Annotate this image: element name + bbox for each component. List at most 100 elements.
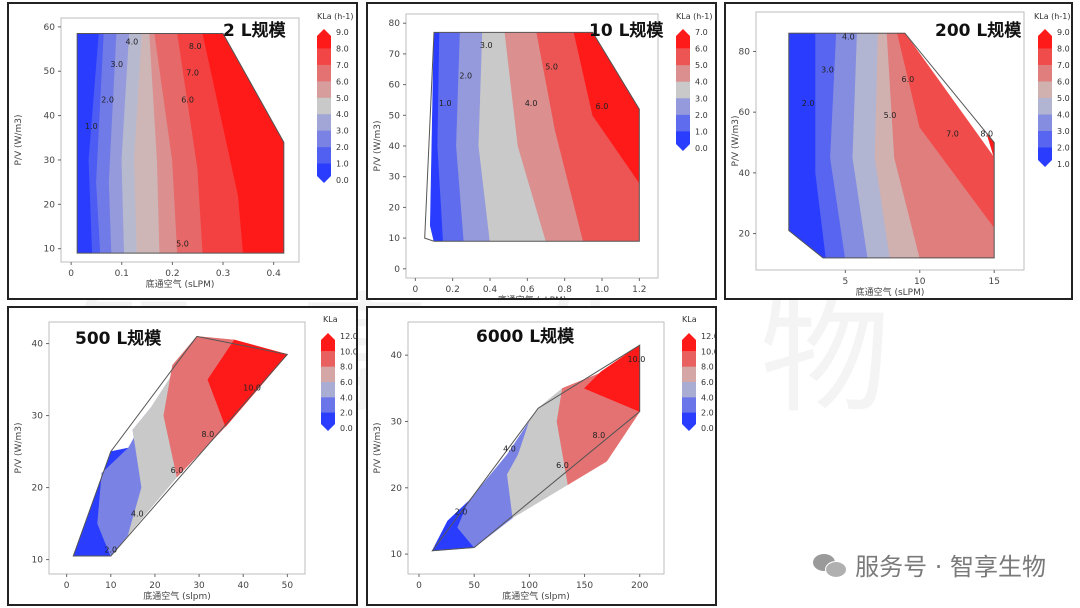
x-axis-label-2l: 底通空气 (sLPM)	[146, 278, 215, 290]
chart-panel-2l: 1.0 2.0 3.0 4.0 5.0 6.0 7.0 8.0 0 0.1 0.2 0.3 0.4 10 2…	[7, 2, 358, 300]
contour-label-2l-0: 1.0	[85, 122, 98, 131]
legend-swatch-2l-3	[317, 81, 331, 99]
legend-swatch-2l-5	[317, 114, 331, 132]
legend-swatch-2l-0	[317, 29, 331, 49]
legend-label-500l-4: 4.0	[340, 393, 353, 402]
y-tick-label-2l-1: 20	[44, 200, 56, 210]
chart-title-2l: 2 L规模	[223, 21, 286, 41]
legend-swatch-6000l-5	[682, 412, 696, 431]
y-tick-label-6000l-2: 30	[391, 417, 403, 427]
legend-label-10l-7: 0.0	[695, 144, 708, 153]
y-tick-label-200l-1: 40	[739, 169, 751, 179]
region-outline-10l	[424, 31, 640, 242]
y-tick-label-10l-3: 30	[389, 173, 401, 183]
legend-swatch-2l-6	[317, 130, 331, 148]
legend-swatch-2l-7	[317, 147, 331, 165]
legend-label-200l-8: 1.0	[1057, 160, 1070, 169]
y-tick-label-6000l-3: 40	[391, 351, 403, 361]
legend-label-10l-2: 5.0	[695, 61, 708, 70]
x-tick-label-2l-3: 0.3	[216, 269, 230, 279]
legend-swatch-200l-0	[1038, 29, 1052, 49]
x-tick-label-6000l-3: 150	[576, 581, 593, 591]
wechat-watermark: 服务号 · 智享生物	[813, 547, 1046, 582]
x-tick-label-2l-0: 0	[68, 269, 74, 279]
contour-label-2l-1: 2.0	[101, 95, 114, 104]
legend-label-2l-4: 5.0	[336, 94, 349, 103]
y-axis-label-500l: P/V (W/m3)	[14, 423, 24, 474]
contour-label-10l-4: 5.0	[545, 62, 558, 71]
contour-label-2l-6: 7.0	[186, 69, 199, 78]
legend-label-10l-5: 2.0	[695, 111, 708, 120]
contour-label-500l-2: 6.0	[171, 466, 184, 475]
contour-band-500l-4	[207, 339, 288, 427]
chart-title-6000l: 6000 L规模	[476, 327, 575, 347]
y-tick-label-500l-2: 30	[32, 412, 44, 422]
contour-label-500l-4: 10.0	[243, 383, 261, 392]
y-tick-label-500l-3: 40	[32, 340, 44, 350]
y-tick-label-500l-0: 10	[32, 556, 44, 566]
legend-label-6000l-2: 8.0	[701, 363, 714, 372]
wechat-icon	[813, 552, 848, 578]
x-tick-label-200l-0: 5	[842, 277, 848, 287]
legend-swatch-500l-4	[321, 397, 335, 414]
y-tick-label-2l-2: 30	[44, 156, 56, 166]
region-outline-200l	[788, 32, 995, 259]
x-tick-label-500l-2: 20	[149, 581, 161, 591]
legend-title-10l: KLa (h-1)	[676, 12, 712, 21]
legend-label-500l-5: 2.0	[340, 409, 353, 418]
y-tick-label-500l-1: 20	[32, 484, 44, 494]
legend-label-500l-3: 6.0	[340, 378, 353, 387]
legend-label-2l-9: 0.0	[336, 176, 349, 185]
contour-label-2l-7: 8.0	[189, 42, 202, 51]
watermark-text: 服务号 · 智享生物	[855, 553, 1046, 581]
contour-label-6000l-1: 4.0	[503, 444, 516, 453]
contour-label-10l-3: 4.0	[525, 99, 538, 108]
y-tick-label-10l-6: 60	[389, 81, 401, 91]
x-tick-label-6000l-4: 200	[631, 581, 648, 591]
x-tick-label-500l-1: 10	[105, 581, 117, 591]
contour-plot-500l: 2.0 4.0 6.0 8.0 10.0 0 10 20 30 40 50 10 20 30 40 底通空气 …	[14, 315, 356, 602]
y-tick-label-10l-8: 80	[389, 19, 401, 29]
y-tick-label-10l-0: 0	[394, 265, 400, 275]
x-tick-label-200l-1: 10	[914, 277, 926, 287]
legend-swatch-200l-1	[1038, 48, 1052, 66]
legend-swatch-500l-2	[321, 366, 335, 383]
x-tick-label-6000l-0: 0	[416, 581, 422, 591]
chart-title-200l: 200 L规模	[935, 21, 1022, 41]
y-tick-label-10l-1: 10	[389, 234, 401, 244]
contour-label-10l-0: 1.0	[439, 99, 452, 108]
y-tick-label-200l-3: 80	[739, 47, 751, 57]
chart-title-500l: 500 L规模	[75, 329, 162, 349]
x-axis-label-6000l: 底通空气 (slpm)	[502, 590, 570, 602]
y-axis-label-6000l: P/V (W/m3)	[373, 423, 383, 474]
legend-swatch-200l-2	[1038, 65, 1052, 82]
chart-title-10l: 10 L规模	[589, 21, 664, 41]
contour-label-6000l-2: 6.0	[556, 461, 569, 470]
y-tick-label-200l-0: 20	[739, 230, 751, 240]
y-tick-label-6000l-1: 20	[391, 484, 403, 494]
contour-label-200l-2: 4.0	[842, 32, 855, 41]
legend-title-6000l: KLa	[682, 315, 697, 324]
x-axis-label-500l: 底通空气 (slpm)	[143, 590, 211, 602]
legend-label-200l-6: 3.0	[1057, 127, 1070, 136]
legend-swatch-10l-6	[676, 131, 690, 151]
contour-label-200l-0: 2.0	[802, 99, 815, 108]
chart-panel-10l: 1.0 2.0 3.0 4.0 5.0 6.0 0 0.2 0.4 0.6 0.8 1.0 1.2 0 10…	[366, 2, 717, 300]
legend-label-2l-8: 1.0	[336, 160, 349, 169]
chart-panel-200l: 2.0 3.0 4.0 5.0 6.0 7.0 8.0 5 10 15 20 40 60 80 底通空气 (…	[724, 2, 1073, 300]
y-tick-label-2l-0: 10	[44, 245, 56, 255]
legend-label-500l-1: 10.0	[340, 347, 356, 356]
x-tick-label-500l-4: 40	[237, 581, 249, 591]
legend-swatch-10l-2	[676, 65, 690, 83]
x-tick-label-2l-1: 0.1	[115, 269, 129, 279]
legend-title-2l: KLa (h-1)	[317, 12, 353, 21]
legend-label-200l-0: 9.0	[1057, 28, 1070, 37]
contour-label-200l-6: 8.0	[980, 129, 993, 138]
y-axis-label-200l: P/V (W/m3)	[731, 116, 741, 167]
legend-label-6000l-0: 12.0	[701, 332, 715, 341]
legend-swatch-200l-5	[1038, 114, 1052, 132]
x-tick-label-6000l-1: 50	[468, 581, 480, 591]
contour-label-500l-1: 4.0	[131, 509, 144, 518]
contour-label-200l-5: 7.0	[946, 129, 959, 138]
legend-label-200l-3: 6.0	[1057, 78, 1070, 87]
